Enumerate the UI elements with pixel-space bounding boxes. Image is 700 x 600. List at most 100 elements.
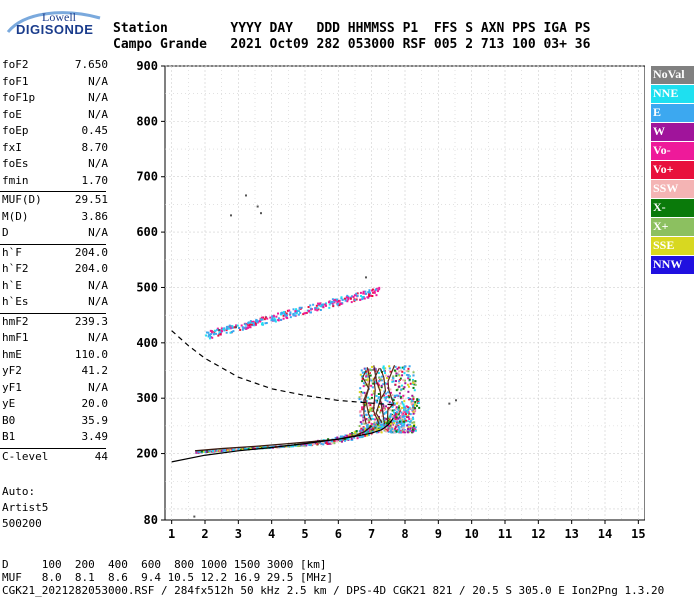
echo-point — [255, 318, 258, 321]
echo-point — [225, 325, 228, 328]
echo-point — [408, 365, 411, 368]
echo-point — [307, 306, 310, 309]
param-value: 239.3 — [74, 314, 108, 328]
echo-point — [339, 302, 342, 305]
echo-point — [391, 409, 394, 412]
echo-point — [301, 444, 304, 447]
echo-point — [261, 323, 264, 326]
echo-point — [205, 334, 208, 337]
echo-point — [392, 429, 395, 432]
auto-version: 500200 — [2, 517, 42, 530]
echo-point — [362, 292, 365, 295]
echo-point — [417, 398, 420, 401]
echo-point — [236, 324, 239, 327]
param-separator — [0, 312, 106, 314]
echo-point — [354, 298, 357, 301]
echo-point — [368, 409, 371, 412]
echo-point — [261, 318, 264, 321]
echo-point — [365, 399, 368, 402]
echo-point — [361, 377, 364, 380]
echo-point — [314, 442, 317, 445]
echo-point — [290, 445, 293, 448]
echo-point — [364, 430, 367, 433]
echo-point — [398, 405, 401, 408]
echo-point — [381, 375, 384, 378]
echo-point — [378, 286, 381, 289]
echo-point — [365, 427, 368, 430]
param-value: 0.45 — [81, 124, 109, 137]
echo-point — [366, 425, 369, 428]
echo-point — [333, 440, 336, 443]
echo-point — [362, 426, 365, 429]
echo-point — [393, 431, 396, 434]
param-name: foEp — [2, 124, 29, 137]
echo-point — [377, 397, 380, 400]
echo-point — [384, 367, 387, 370]
legend-item-vo-: Vo- — [651, 142, 694, 160]
echo-point — [355, 292, 358, 295]
x-tick-label: 1 — [168, 527, 175, 541]
echo-point — [360, 414, 363, 417]
param-value: 35.9 — [81, 413, 109, 427]
echo-point — [401, 401, 404, 404]
echo-point — [218, 333, 221, 336]
echo-point — [220, 449, 223, 452]
echo-point — [299, 443, 302, 446]
param-value: N/A — [88, 380, 108, 394]
echo-point — [401, 374, 404, 377]
echo-point — [350, 437, 353, 440]
echo-point — [195, 451, 198, 454]
echo-point — [383, 408, 386, 411]
echo-point — [231, 326, 234, 329]
echo-point — [285, 445, 288, 448]
param-value: 41.2 — [81, 364, 109, 377]
auto-label: Auto: — [2, 485, 36, 498]
echo-point — [398, 421, 401, 424]
x-tick-label: 12 — [531, 527, 545, 541]
echo-point — [356, 294, 359, 297]
echo-point — [411, 401, 414, 404]
echo-point — [397, 408, 400, 411]
echo-point — [223, 329, 226, 332]
echo-point — [393, 420, 396, 423]
echo-point — [393, 409, 396, 412]
echo-point — [394, 417, 397, 420]
echo-point — [358, 396, 361, 399]
echo-point — [225, 328, 228, 331]
echo-point — [326, 440, 329, 443]
param-name: hmE — [2, 347, 22, 361]
auto-software: Artist5 — [2, 501, 49, 514]
echo-point — [398, 374, 401, 377]
echo-point — [373, 429, 376, 432]
echo-point — [372, 382, 375, 385]
echo-point — [241, 328, 244, 331]
echo-point — [402, 403, 405, 406]
echo-point — [303, 444, 306, 447]
echo-point — [375, 431, 378, 434]
echo-point — [373, 418, 376, 421]
echo-point — [282, 317, 285, 320]
echo-point — [297, 309, 300, 312]
echo-point — [413, 389, 416, 392]
echo-point — [347, 295, 350, 298]
echo-point — [392, 375, 395, 378]
echo-point — [384, 374, 387, 377]
echo-point — [402, 411, 405, 414]
param-name: h`E — [2, 278, 22, 292]
echo-point — [411, 404, 414, 407]
legend-item-sse: SSE — [651, 237, 694, 255]
echo-point — [209, 334, 212, 337]
echo-point — [383, 396, 386, 399]
echo-point — [358, 398, 361, 401]
echo-point — [401, 415, 404, 418]
echo-point — [416, 399, 419, 402]
echo-point — [404, 420, 407, 423]
echo-point — [385, 418, 388, 421]
echo-point — [202, 450, 205, 453]
param-name: yF1 — [2, 380, 22, 394]
echo-point — [367, 376, 370, 379]
echo-point — [372, 425, 375, 428]
echo-point — [217, 334, 220, 337]
echo-point — [387, 430, 390, 433]
echo-point — [343, 439, 346, 442]
